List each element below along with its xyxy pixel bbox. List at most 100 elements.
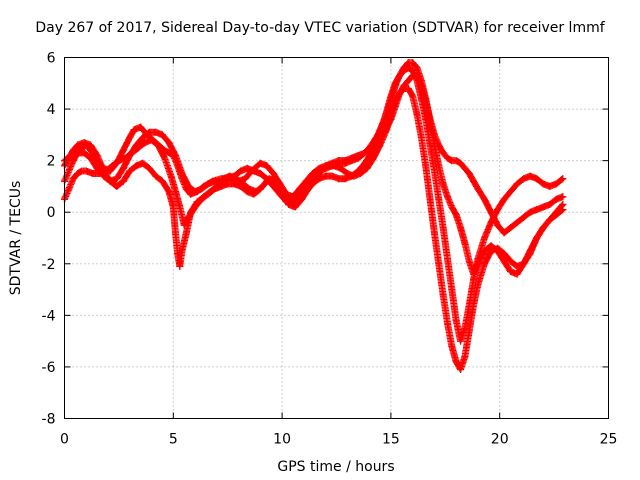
data-point [409,92,417,100]
data-point [106,177,114,185]
data-point [513,219,521,227]
data-point [130,126,138,134]
data-point [465,301,473,309]
data-point [552,195,560,203]
data-point [206,188,214,196]
data-point [298,195,306,203]
data-point [452,317,460,325]
data-point [87,154,95,162]
data-point [470,177,478,185]
data-point [404,84,412,92]
data-point [539,224,547,232]
data-point [322,164,330,172]
data-point [132,141,140,149]
data-point [176,203,184,211]
data-point [241,175,249,183]
y-tick-label: 2 [47,154,56,170]
data-series-3 [61,84,567,374]
y-tick-label: 4 [47,102,56,118]
data-point [139,133,147,141]
data-point [328,172,336,180]
data-point [239,180,247,188]
y-tick-label: 0 [47,205,56,221]
data-point [178,170,186,178]
data-point [461,353,469,361]
data-point [443,193,451,201]
data-point [526,249,534,257]
data-point [178,247,186,255]
data-point [82,167,90,175]
data-point [217,177,225,185]
data-point [204,180,212,188]
data-point [252,188,260,196]
data-point [115,157,123,165]
data-point [526,208,534,216]
data-point [185,182,193,190]
data-point [145,128,153,136]
data-point [100,172,108,180]
data-point [546,182,554,190]
data-point [465,170,473,178]
data-point [374,131,382,139]
x-tick-label: 25 [600,432,618,448]
data-point [263,162,271,170]
data-point [137,123,145,131]
data-point [430,167,438,175]
data-point [230,180,238,188]
data-point [171,151,179,159]
data-point [448,203,456,211]
data-point [507,188,515,196]
data-point [322,172,330,180]
data-point [552,211,560,219]
data-point [176,262,184,270]
data-point [430,229,438,237]
data-point [409,59,417,67]
data-point [113,175,121,183]
data-point [93,164,101,172]
data-point [507,224,515,232]
data-point [546,216,554,224]
data-point [435,260,443,268]
data-point [452,157,460,165]
data-point [289,195,297,203]
data-point [282,198,290,206]
data-point [126,133,134,141]
data-point [448,342,456,350]
data-point [126,151,134,159]
data-point [520,260,528,268]
data-point [302,180,310,188]
data-point [439,149,447,157]
data-point [443,319,451,327]
data-point [259,182,267,190]
data-point [291,203,299,211]
data-point [539,180,547,188]
data-point [452,358,460,366]
data-point [80,139,88,147]
data-point [513,262,521,270]
data-point [461,164,469,172]
data-point [426,141,434,149]
y-tick-label: -4 [42,308,56,324]
data-point [470,275,478,283]
data-point [65,185,73,193]
data-point [391,82,399,90]
data-point [341,159,349,167]
data-point [457,337,465,345]
data-point [413,64,421,72]
data-point [93,151,101,159]
data-point [494,244,502,252]
data-point [119,164,127,172]
data-point [169,203,177,211]
data-point [439,291,447,299]
y-tick-label: 6 [47,51,56,67]
data-point [350,172,358,180]
grid-lines [64,57,609,419]
data-point [348,157,356,165]
data-point [256,159,264,167]
x-tick-label: 10 [273,432,291,448]
data-point [387,97,395,105]
data-point [211,177,219,185]
data-point [174,249,182,257]
data-point [439,180,447,188]
